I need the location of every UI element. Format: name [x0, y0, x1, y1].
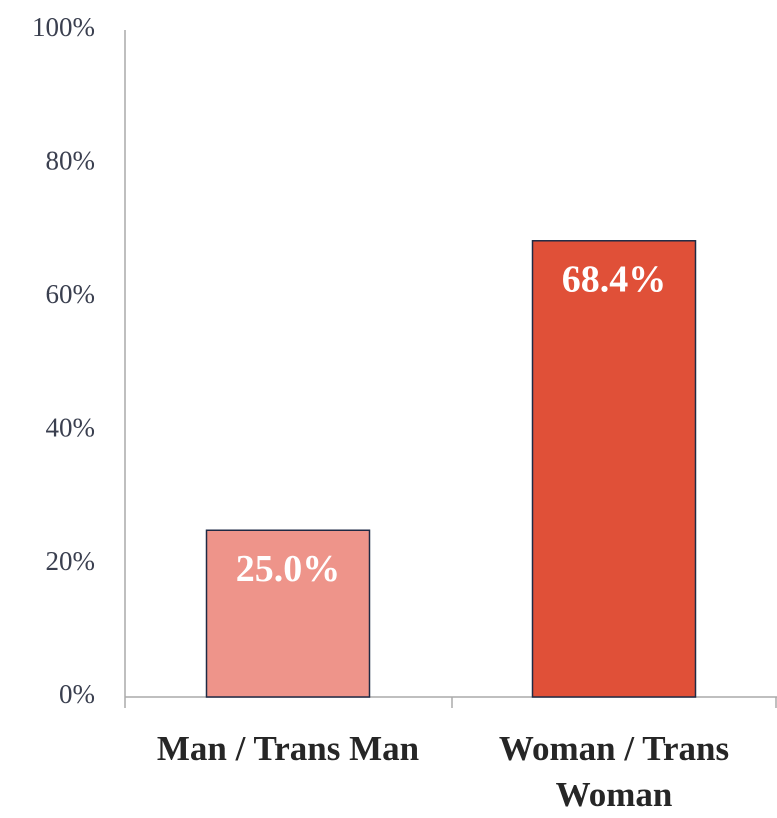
x-tick-label: Woman / Trans Woman [498, 729, 730, 814]
bar [205, 529, 371, 698]
y-tick-label: 100% [32, 12, 95, 42]
y-tick-label: 0% [59, 679, 95, 709]
y-tick-label: 20% [46, 546, 96, 576]
bar [531, 240, 697, 698]
value-label: 25.0% [236, 548, 341, 590]
x-tick-label: Man / Trans Man [156, 729, 420, 768]
y-tick-label: 40% [46, 412, 96, 442]
value-label: 68.4% [562, 258, 667, 300]
y-tick-label: 80% [46, 146, 96, 176]
y-tick-label: 60% [46, 279, 96, 309]
